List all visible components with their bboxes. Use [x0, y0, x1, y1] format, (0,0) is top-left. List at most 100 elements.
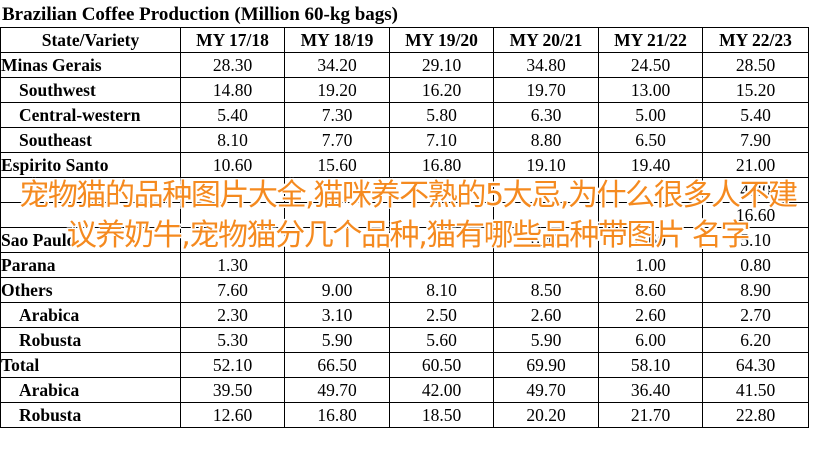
value-cell: 7.70	[284, 127, 390, 153]
header-my-22-23: MY 22/23	[702, 27, 809, 53]
value-cell: 8.10	[389, 277, 494, 303]
table-row: Robusta 12.60 16.80 18.50 20.20 21.70 22.80	[0, 402, 809, 428]
value-cell: 8.90	[702, 277, 809, 303]
coffee-production-table: State/Variety MY 17/18 MY 18/19 MY 19/20…	[0, 27, 809, 428]
value-cell: 15.20	[702, 77, 809, 103]
value-cell: 16.80	[389, 152, 494, 178]
value-cell: 18.50	[389, 402, 494, 428]
header-state-variety: State/Variety	[0, 27, 181, 53]
value-cell: 19.40	[598, 152, 703, 178]
value-cell: 5.10	[702, 227, 809, 253]
row-label: Arabica	[0, 302, 181, 328]
table-row: Robusta 5.30 5.90 5.60 5.90 6.00 6.20	[0, 327, 809, 353]
value-cell: 3.10	[284, 302, 390, 328]
value-cell: 14.80	[180, 77, 285, 103]
table-row: Southwest 14.80 19.20 16.20 19.70 13.00 15.20	[0, 77, 809, 103]
value-cell: 2.30	[180, 302, 285, 328]
table-body: Minas Gerais 28.30 34.20 29.10 34.80 24.50 28.…	[0, 52, 809, 428]
value-cell: 19.70	[493, 77, 599, 103]
value-cell: 6.50	[598, 127, 703, 153]
value-cell: 28.50	[702, 52, 809, 78]
value-cell: 5.40	[702, 102, 809, 128]
value-cell: 5.90	[284, 327, 390, 353]
value-cell: 34.80	[493, 52, 599, 78]
value-cell: 7.10	[389, 127, 494, 153]
row-label: Central-western	[0, 102, 181, 128]
row-label: Southeast	[0, 127, 181, 153]
value-cell: 7.60	[180, 277, 285, 303]
value-cell: 6.00	[598, 327, 703, 353]
table-row: Sao Paulo 6.40 4.60 5.10	[0, 227, 809, 253]
value-cell	[284, 252, 390, 278]
table-row: Total 52.10 66.50 60.50 69.90 58.10 64.30	[0, 352, 809, 378]
value-cell	[493, 252, 599, 278]
row-label: Southwest	[0, 77, 181, 103]
table-row: Others 7.60 9.00 8.10 8.50 8.60 8.90	[0, 277, 809, 303]
header-my-20-21: MY 20/21	[493, 27, 599, 53]
value-cell: 49.70	[284, 377, 390, 403]
value-cell: 66.50	[284, 352, 390, 378]
value-cell: 5.00	[598, 102, 703, 128]
value-cell: 5.40	[180, 102, 285, 128]
value-cell: 2.70	[702, 302, 809, 328]
table-row: Arabica 2.30 3.10 2.50 2.60 2.60 2.70	[0, 302, 809, 328]
row-label: Sao Paulo	[0, 227, 181, 253]
value-cell	[598, 177, 703, 203]
value-cell: 8.50	[493, 277, 599, 303]
value-cell: 16.20	[389, 77, 494, 103]
value-cell: 4.40	[702, 177, 809, 203]
value-cell: 5.60	[389, 327, 494, 353]
value-cell: 2.60	[493, 302, 599, 328]
value-cell: 2.60	[598, 302, 703, 328]
table-row: Arabica 39.50 49.70 42.00 49.70 36.40 41.50	[0, 377, 809, 403]
value-cell: 7.30	[284, 102, 390, 128]
value-cell: 21.70	[598, 402, 703, 428]
value-cell: 15.60	[284, 152, 390, 178]
value-cell: 34.20	[284, 52, 390, 78]
value-cell: 5.30	[180, 327, 285, 353]
row-label: Arabica	[0, 377, 181, 403]
value-cell	[598, 202, 703, 228]
header-my-18-19: MY 18/19	[284, 27, 390, 53]
row-label: Robusta	[0, 402, 181, 428]
value-cell: 2.50	[389, 302, 494, 328]
value-cell: 16.80	[284, 402, 390, 428]
row-label: Parana	[0, 252, 181, 278]
value-cell: 24.50	[598, 52, 703, 78]
table-row: 4.40	[0, 177, 809, 203]
value-cell	[284, 177, 390, 203]
table-row: Parana 1.30 1.00 0.80	[0, 252, 809, 278]
row-label: Minas Gerais	[0, 52, 181, 78]
row-label: Espirito Santo	[0, 152, 181, 178]
value-cell: 1.30	[180, 252, 285, 278]
table-row: Espirito Santo 10.60 15.60 16.80 19.10 19.40 2…	[0, 152, 809, 178]
value-cell: 8.60	[598, 277, 703, 303]
value-cell: 4.60	[598, 227, 703, 253]
value-cell: 64.30	[702, 352, 809, 378]
header-my-17-18: MY 17/18	[180, 27, 285, 53]
value-cell: 8.80	[493, 127, 599, 153]
value-cell: 19.10	[493, 152, 599, 178]
value-cell: 9.00	[284, 277, 390, 303]
table-row: Minas Gerais 28.30 34.20 29.10 34.80 24.50 28.…	[0, 52, 809, 78]
value-cell: 6.30	[493, 102, 599, 128]
value-cell: 22.80	[702, 402, 809, 428]
value-cell: 49.70	[493, 377, 599, 403]
header-row: State/Variety MY 17/18 MY 18/19 MY 19/20…	[0, 27, 809, 53]
value-cell	[493, 202, 599, 228]
table-row: Southeast 8.10 7.70 7.10 8.80 6.50 7.90	[0, 127, 809, 153]
value-cell: 6.20	[702, 327, 809, 353]
value-cell	[389, 252, 494, 278]
table-row: Central-western 5.40 7.30 5.80 6.30 5.00 5.40	[0, 102, 809, 128]
value-cell: 1.00	[598, 252, 703, 278]
value-cell: 41.50	[702, 377, 809, 403]
value-cell: 5.80	[389, 102, 494, 128]
value-cell: 29.10	[389, 52, 494, 78]
value-cell: 69.90	[493, 352, 599, 378]
value-cell: 7.90	[702, 127, 809, 153]
value-cell: 20.20	[493, 402, 599, 428]
document-title: Brazilian Coffee Production (Million 60-…	[2, 4, 398, 25]
value-cell: 5.90	[493, 327, 599, 353]
value-cell: 28.30	[180, 52, 285, 78]
value-cell: 36.40	[598, 377, 703, 403]
